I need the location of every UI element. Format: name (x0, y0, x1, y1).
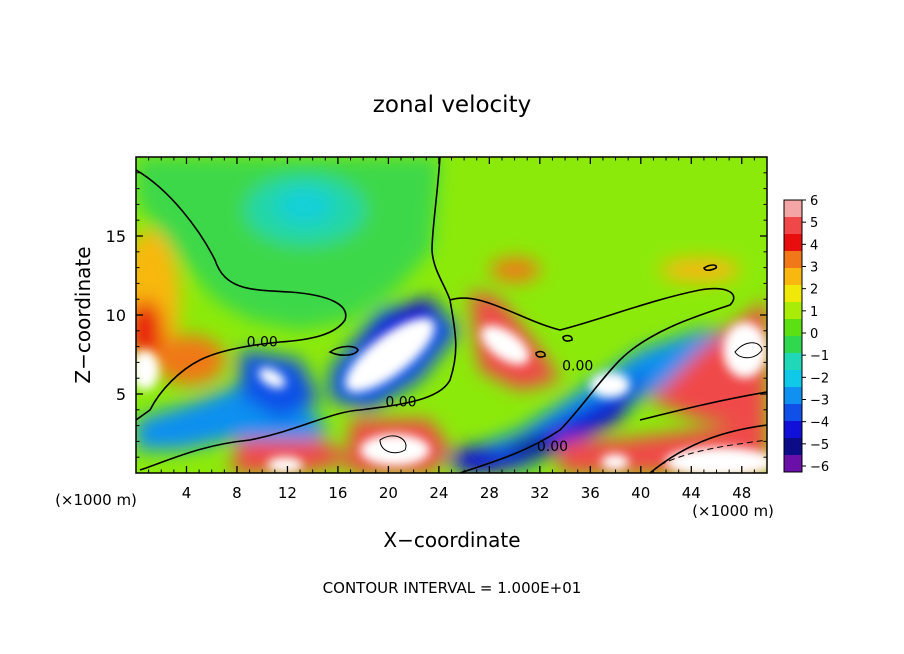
y-axis: 5 10 15 (106, 172, 767, 458)
colorbar-swatch (784, 285, 802, 303)
x-unit-right: (×1000 m) (692, 502, 774, 520)
colorbar-label: −3 (810, 394, 829, 409)
contour-label: 0.00 (562, 358, 593, 374)
colorbar-swatch (784, 336, 802, 354)
x-tick-label: 28 (480, 484, 499, 502)
colorbar-label: 1 (810, 305, 818, 320)
colorbar-frame (783, 199, 803, 473)
y-tick-label: 10 (106, 306, 126, 325)
colorbar-label: 6 (810, 194, 818, 209)
colorbar-swatch (784, 438, 802, 456)
x-unit-left: (×1000 m) (55, 491, 137, 509)
contour-label: 0.00 (385, 395, 416, 411)
colorbar-swatch (784, 217, 802, 235)
colorbar-swatch (784, 200, 802, 218)
x-tick-label: 48 (732, 484, 751, 502)
x-axis-label: X−coordinate (383, 528, 520, 552)
colorbar-swatch (784, 421, 802, 439)
contour-lines (136, 157, 767, 473)
contour-interval-footer: CONTOUR INTERVAL = 1.000E+01 (323, 579, 582, 597)
x-tick-label: 44 (682, 484, 701, 502)
colorbar-swatch (784, 268, 802, 286)
colorbar-label: −5 (810, 438, 829, 453)
x-tick-label: 32 (530, 484, 549, 502)
colorbar-label: −6 (810, 460, 829, 475)
colorbar-label: 3 (810, 261, 818, 276)
chart-title: zonal velocity (373, 92, 531, 118)
colorbar-label: −1 (810, 349, 829, 364)
colorbar-label: 2 (810, 283, 818, 298)
contour-label: 0.00 (537, 439, 568, 455)
colorbar-swatch (784, 234, 802, 252)
x-tick-label: 4 (182, 484, 192, 502)
colorbar-swatch (784, 319, 802, 337)
colorbar-swatch (784, 251, 802, 269)
colorbar-label: −2 (810, 371, 829, 386)
x-axis: 4 8 12 16 20 24 28 32 36 40 44 48 (148, 157, 755, 502)
contour-labels: 0.00 0.00 0.00 0.00 (247, 335, 594, 455)
colorbar-label: 0 (810, 327, 818, 342)
colorbar-swatch (784, 353, 802, 371)
colorbar-label: −4 (810, 416, 829, 431)
x-tick-label: 40 (631, 484, 650, 502)
x-tick-label: 36 (581, 484, 600, 502)
colorbar-swatch (784, 370, 802, 388)
y-tick-label: 5 (116, 385, 126, 404)
heatmap-field (136, 157, 767, 473)
colorbar-swatch (784, 387, 802, 405)
x-tick-label: 8 (232, 484, 242, 502)
colorbar-label: 5 (810, 216, 818, 231)
y-axis-label: Z−coordinate (71, 246, 95, 383)
x-tick-label: 12 (278, 484, 297, 502)
y-tick-label: 15 (106, 227, 126, 246)
colorbar: 6 5 4 3 2 1 0 −1 −2 −3 −4 −5 −6 (783, 194, 829, 475)
x-tick-label: 16 (328, 484, 347, 502)
colorbar-label: 4 (810, 238, 818, 253)
colorbar-swatch (784, 455, 802, 473)
x-tick-label: 20 (379, 484, 398, 502)
contour-label: 0.00 (247, 335, 278, 351)
colorbar-swatch (784, 302, 802, 320)
x-tick-label: 24 (429, 484, 448, 502)
colorbar-swatch (784, 404, 802, 422)
